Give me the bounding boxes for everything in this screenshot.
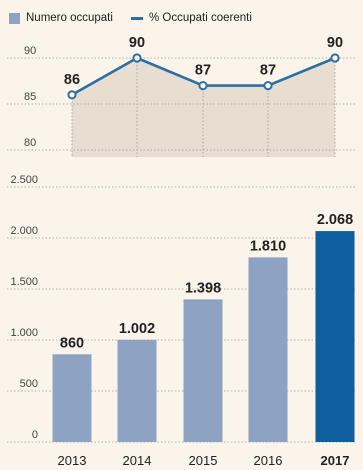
bar-data-label: 1.002 [119, 321, 155, 337]
line-data-label: 90 [327, 35, 343, 51]
line-data-label: 87 [195, 63, 211, 79]
line-panel-y-tick-label: 85 [24, 91, 36, 103]
legend-label-occupati-coerenti: % Occupati coerenti [149, 12, 252, 24]
bar-panel-y-tick-label: 1.500 [10, 276, 38, 288]
bar-2013 [52, 354, 92, 442]
bar-panel-y-tick-label: 500 [20, 378, 38, 390]
x-tick-label: 2015 [189, 453, 218, 468]
bar-2016 [248, 257, 288, 442]
legend-item-occupati-coerenti: % Occupati coerenti [131, 11, 252, 25]
line-point [132, 53, 142, 63]
bar-data-label: 1.398 [185, 280, 221, 296]
legend-label-numero-occupati: Numero occupati [26, 12, 113, 24]
line-panel-y-tick-label: 80 [24, 137, 36, 149]
bar-data-label: 860 [60, 335, 84, 351]
bar-2015 [183, 299, 223, 442]
line-data-label: 90 [129, 35, 145, 51]
bar-panel-y-tick-label: 1.000 [10, 327, 38, 339]
chart-legend: Numero occupati % Occupati coerenti [0, 0, 363, 34]
bar-panel-y-tick-label: 2.000 [10, 225, 38, 237]
line-point [67, 90, 77, 100]
bar-2017 [315, 231, 355, 442]
legend-item-numero-occupati: Numero occupati [9, 11, 113, 25]
bar-data-label: 1.810 [250, 238, 286, 254]
line-panel-y-tick-label: 90 [24, 45, 36, 57]
line-point [330, 53, 340, 63]
line-point [198, 81, 208, 91]
legend-swatch-line [131, 16, 143, 20]
x-tick-label: 2016 [254, 453, 283, 468]
bar-panel-y-tick-label: 0 [32, 429, 38, 441]
x-tick-label: 2013 [58, 453, 87, 468]
legend-swatch-bar [9, 12, 20, 24]
line-point [263, 81, 273, 91]
x-tick-label: 2017 [321, 453, 350, 468]
bar-2014 [117, 339, 157, 442]
bar-data-label: 2.068 [317, 212, 353, 228]
line-area-fill [72, 58, 335, 157]
x-tick-label: 2014 [123, 453, 152, 468]
line-data-label: 86 [64, 72, 80, 88]
bar-panel-y-tick-label: 2.500 [10, 174, 38, 186]
line-data-label: 87 [260, 63, 276, 79]
